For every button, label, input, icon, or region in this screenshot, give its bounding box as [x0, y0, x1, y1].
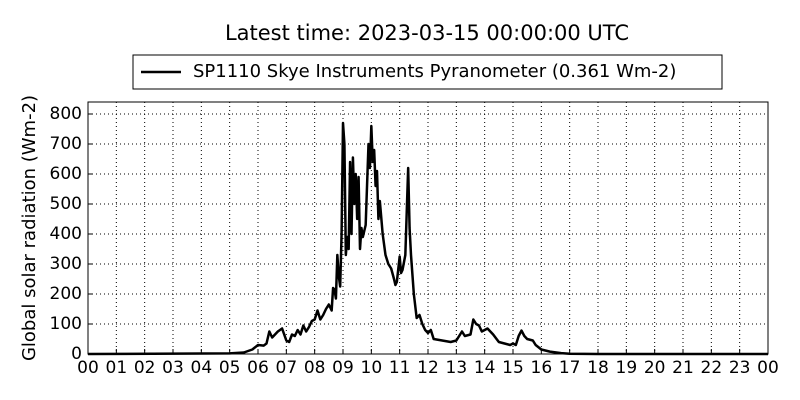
- chart-title: Latest time: 2023-03-15 00:00:00 UTC: [225, 21, 629, 45]
- x-tick-label: 00: [757, 358, 779, 378]
- y-tick-label: 700: [50, 134, 82, 154]
- x-tick-label: 23: [729, 358, 751, 378]
- x-tick-label: 01: [106, 358, 128, 378]
- x-tick-label: 06: [247, 358, 269, 378]
- legend: [132, 54, 723, 90]
- y-tick-label: 800: [50, 104, 82, 124]
- y-tick-label: 600: [50, 164, 82, 184]
- x-tick-label: 03: [162, 358, 184, 378]
- x-tick-label: 07: [276, 358, 298, 378]
- x-tick-label: 04: [191, 358, 213, 378]
- x-tick-label: 18: [587, 358, 609, 378]
- x-tick-label: 15: [502, 358, 524, 378]
- x-tick-label: 08: [304, 358, 326, 378]
- x-tick-label: 17: [559, 358, 581, 378]
- x-tick-label: 10: [361, 358, 383, 378]
- plot-frame: [87, 101, 769, 355]
- legend-label: SP1110 Skye Instruments Pyranometer (0.3…: [193, 61, 676, 82]
- x-tick-label: 13: [446, 358, 468, 378]
- x-tick-label: 02: [134, 358, 156, 378]
- x-tick-label: 20: [644, 358, 666, 378]
- y-tick-label: 200: [50, 284, 82, 304]
- x-tick-label: 05: [219, 358, 241, 378]
- y-tick-label: 400: [50, 224, 82, 244]
- x-tick-label: 21: [672, 358, 694, 378]
- x-tick-label: 11: [389, 358, 411, 378]
- data-line: [87, 121, 768, 356]
- y-tick-label: 100: [50, 314, 82, 334]
- x-tick-label: 22: [701, 358, 723, 378]
- x-tick-label: 16: [531, 358, 553, 378]
- x-tick-label: 19: [616, 358, 638, 378]
- x-tick-label: 00: [77, 358, 99, 378]
- y-tick-label: 300: [50, 254, 82, 274]
- x-tick-label: 09: [332, 358, 354, 378]
- y-tick-label: 0: [71, 344, 82, 364]
- x-tick-label: 12: [417, 358, 439, 378]
- y-tick-label: 500: [50, 194, 82, 214]
- x-tick-label: 14: [474, 358, 496, 378]
- y-axis-label: Global solar radiation (Wm-2): [19, 95, 40, 361]
